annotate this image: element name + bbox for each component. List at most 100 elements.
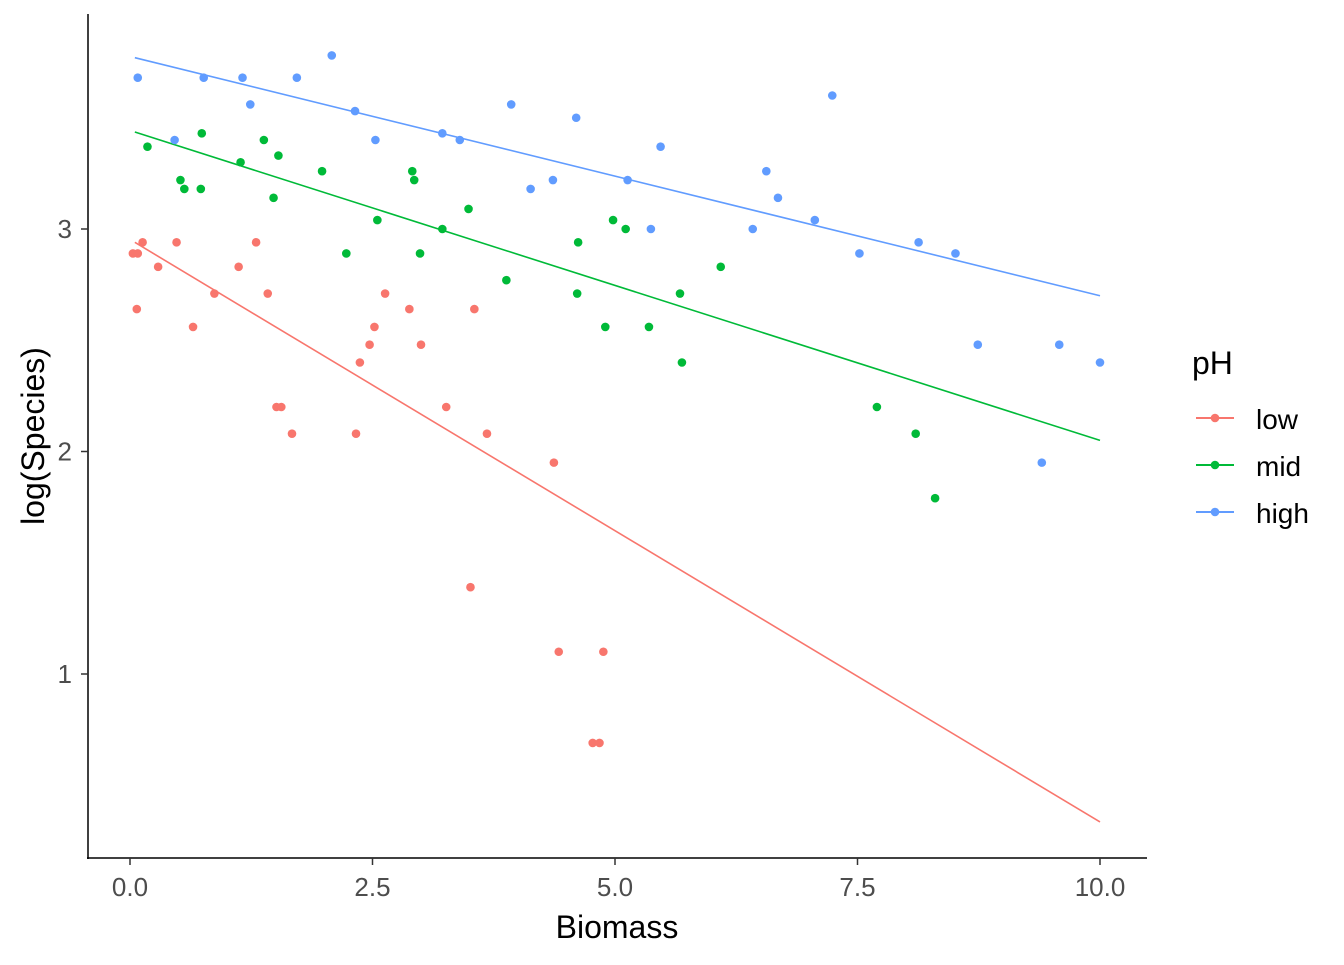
legend-key-point (1210, 460, 1220, 470)
y-tick-label: 3 (58, 214, 72, 244)
data-point-mid (269, 193, 278, 203)
fit-line-low (134, 241, 1101, 823)
data-point-mid (572, 289, 582, 298)
data-point-low (263, 289, 273, 298)
data-point-mid (176, 175, 185, 185)
data-point-high (1054, 340, 1064, 350)
data-point-high (748, 224, 758, 234)
fit-line-high (134, 56, 1101, 297)
data-point-mid (259, 135, 269, 145)
data-point-mid (180, 184, 189, 194)
data-point-high (810, 215, 820, 225)
data-point-low (234, 262, 243, 272)
data-point-low (370, 322, 379, 332)
x-tick-label: 7.5 (839, 872, 875, 902)
data-point-mid (608, 215, 618, 225)
x-tick-label: 2.5 (354, 872, 390, 902)
data-point-low (441, 402, 451, 412)
data-point-high (646, 224, 656, 234)
data-point-mid (677, 358, 687, 367)
x-axis-title: Biomass (556, 909, 679, 945)
data-point-mid (196, 184, 206, 194)
legend-item-high: high (1196, 498, 1309, 529)
data-point-high (827, 91, 837, 100)
data-point-high (170, 135, 179, 145)
data-point-high (914, 238, 923, 247)
legend: pH low mid high (1192, 345, 1309, 529)
series-high (133, 51, 1105, 467)
data-point-high (133, 73, 143, 82)
data-point-low (595, 738, 604, 748)
data-point-low (549, 458, 559, 467)
data-point-high (506, 100, 516, 109)
series-mid (134, 129, 1101, 503)
legend-label: low (1256, 404, 1299, 435)
data-point-low (172, 238, 181, 247)
data-point-low (351, 429, 361, 439)
data-point-high (245, 100, 255, 109)
data-point-high (238, 73, 247, 82)
data-point-low (380, 289, 390, 298)
axis-ticks: 0.0 2.5 5.0 7.5 10.0 1 2 3 (58, 214, 1126, 902)
fit-line-mid (134, 131, 1101, 442)
data-point-low (470, 304, 479, 314)
data-point-high (855, 249, 864, 258)
data-point-low (554, 647, 564, 657)
data-point-low (416, 340, 426, 350)
data-point-mid (911, 429, 920, 439)
data-point-mid (872, 402, 882, 412)
data-point-mid (502, 275, 511, 285)
data-point-mid (573, 238, 583, 247)
data-point-mid (143, 142, 152, 151)
data-point-low (355, 358, 365, 367)
data-point-low (287, 429, 297, 439)
data-point-low (188, 322, 198, 332)
data-point-mid (409, 175, 419, 185)
data-point-low (153, 262, 163, 272)
data-point-high (571, 113, 581, 123)
data-point-high (656, 142, 665, 151)
data-point-low (132, 304, 142, 314)
data-point-mid (675, 289, 685, 298)
data-point-high (951, 249, 960, 258)
data-point-mid (415, 249, 425, 258)
data-point-high (327, 51, 337, 60)
data-point-mid (930, 493, 940, 503)
data-point-mid (342, 249, 351, 258)
data-point-high (1037, 458, 1047, 467)
legend-label: high (1256, 498, 1309, 529)
data-point-low (405, 304, 414, 314)
legend-key-point (1210, 413, 1220, 423)
y-axis-title: log(Species) (15, 347, 51, 525)
data-point-high (371, 135, 380, 145)
plot-marks (128, 51, 1105, 823)
y-tick-label: 2 (58, 437, 72, 467)
legend-item-low: low (1196, 404, 1299, 435)
legend-label: mid (1256, 451, 1301, 482)
data-point-low (588, 738, 597, 748)
data-point-mid (644, 322, 654, 332)
x-tick-label: 10.0 (1075, 872, 1126, 902)
data-point-mid (407, 166, 417, 176)
data-point-low (138, 238, 147, 247)
data-point-mid (464, 204, 473, 214)
data-point-high (973, 340, 983, 350)
data-point-mid (621, 224, 630, 234)
data-point-low (133, 249, 143, 258)
data-point-low (599, 647, 608, 657)
x-tick-label: 0.0 (112, 872, 148, 902)
data-point-low (277, 402, 286, 412)
data-point-low (482, 429, 492, 439)
data-point-low (251, 238, 261, 247)
legend-title: pH (1192, 345, 1233, 381)
series-low (128, 238, 1101, 823)
legend-key-point (1210, 507, 1220, 517)
data-point-high (1095, 358, 1105, 367)
data-point-mid (274, 151, 283, 160)
data-point-mid (373, 215, 382, 225)
data-point-mid (601, 322, 610, 332)
x-tick-label: 5.0 (597, 872, 633, 902)
data-point-low (466, 582, 475, 592)
y-tick-label: 1 (58, 659, 72, 689)
